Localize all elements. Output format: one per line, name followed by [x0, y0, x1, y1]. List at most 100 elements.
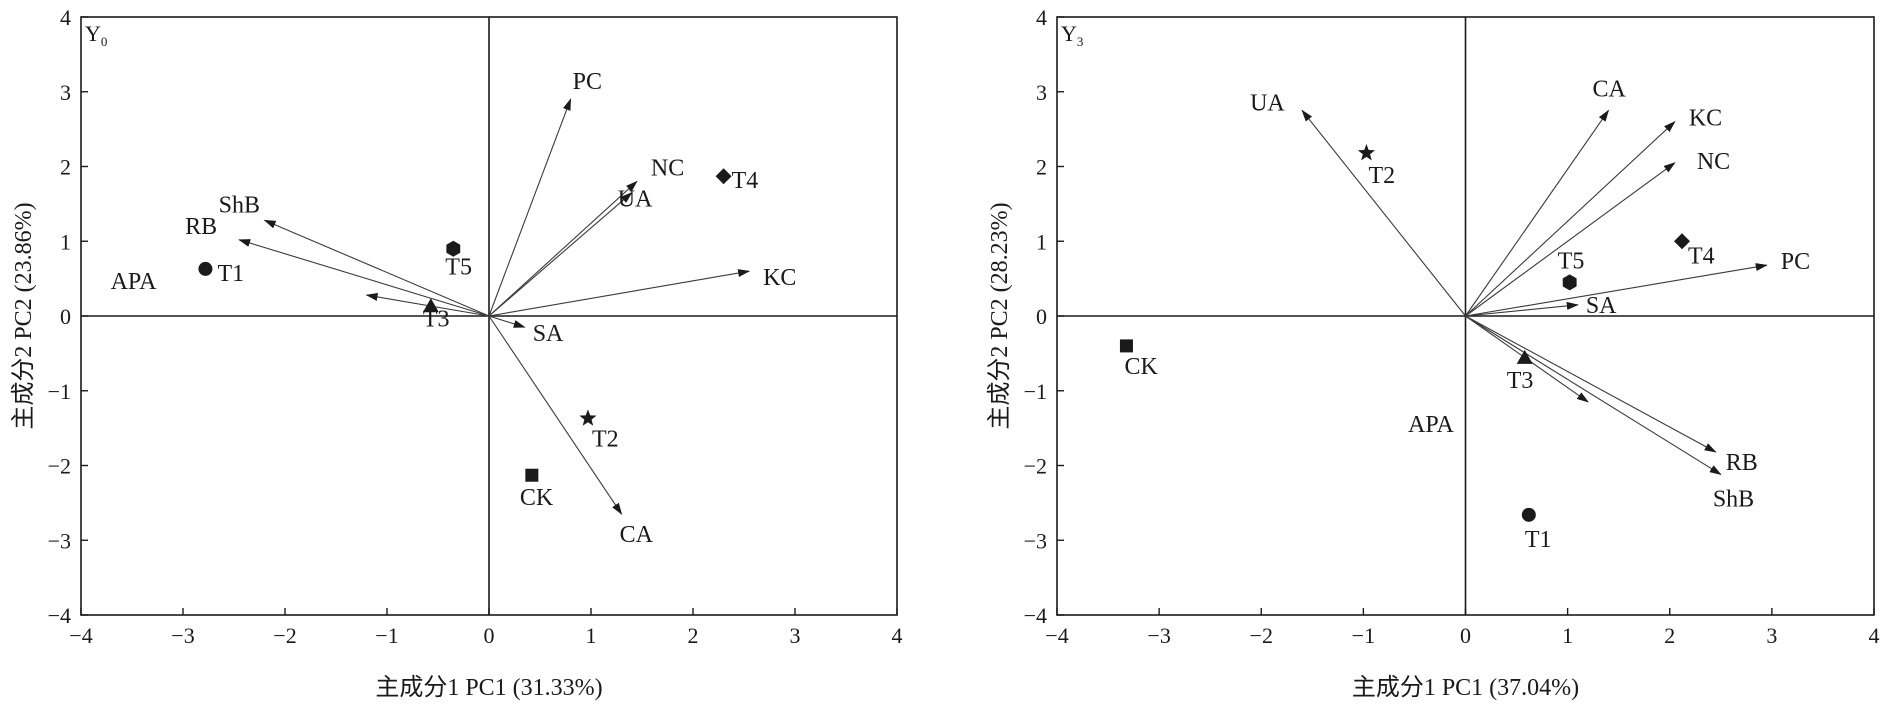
y-tick-label: 2 [60, 155, 71, 180]
vector-shb [263, 219, 490, 317]
point-t2-star [579, 409, 597, 426]
y-tick-label: −2 [1024, 454, 1047, 479]
x-tick-label: 3 [1766, 623, 1777, 648]
panel-tag-letter: Y [85, 21, 101, 46]
x-tick-label: 1 [1562, 623, 1573, 648]
x-tick-label: −4 [69, 623, 92, 648]
vector-label-shb: ShB [219, 192, 260, 218]
vector-rb [1465, 315, 1717, 453]
vector-label-pc: PC [1781, 249, 1810, 275]
point-label-ck: CK [520, 485, 554, 511]
vector-label-kc: KC [763, 265, 796, 291]
y-tick-label: 3 [60, 80, 71, 105]
point-t2-star [1357, 144, 1375, 161]
biplot-panel-1: −4 −3 −2 −1 0 1 2 3 4 −4 −3 −2 −1 0 1 2 3 4 主成分1 PC1 (31.3… [10, 5, 903, 701]
vector-label-ua: UA [618, 187, 653, 213]
point-label-t1: T1 [1525, 527, 1552, 553]
biplot-panel-2: −4 −3 −2 −1 0 1 2 3 4 −4 −3 −2 −1 0 1 2 3 4 主成分1 PC1 (37.0… [986, 5, 1880, 701]
panel-tag-letter: Y [1061, 21, 1077, 46]
vector-ua [1301, 109, 1466, 317]
point-t4-diamond [1674, 233, 1691, 250]
point-label-t1: T1 [217, 261, 244, 287]
y-tick-label: 0 [60, 304, 71, 329]
x-tick-label: 0 [484, 623, 495, 648]
x-tick-label: −2 [1250, 623, 1273, 648]
panel-tag: Y0 [85, 21, 107, 49]
vector-sa [1465, 301, 1579, 317]
vector-nc [1465, 162, 1676, 317]
y-tick-label: 4 [1036, 5, 1047, 30]
point-t1-circle [1521, 507, 1536, 522]
y-tick-label: 1 [60, 229, 71, 254]
point-label-ck: CK [1124, 354, 1158, 380]
vector-ca [1465, 109, 1610, 317]
point-label-t3: T3 [423, 306, 450, 332]
x-tick-label: −4 [1045, 623, 1068, 648]
x-tick-label: −2 [273, 623, 296, 648]
x-tick-label: 2 [1664, 623, 1675, 648]
y-tick-label: 3 [1036, 80, 1047, 105]
vector-pc [1465, 263, 1768, 317]
vector-kc [488, 269, 751, 317]
vector-label-nc: NC [1697, 149, 1730, 175]
x-tick-label: 4 [1869, 623, 1880, 648]
x-tick-label: −1 [1352, 623, 1375, 648]
vector-label-apa: APA [1408, 412, 1454, 438]
x-tick-label: 1 [586, 623, 597, 648]
x-tick-label: 2 [688, 623, 699, 648]
panel-tag-subscript: 0 [101, 34, 108, 49]
panel-tag: Y3 [1061, 21, 1083, 49]
x-tick-label: −1 [375, 623, 398, 648]
vector-label-pc: PC [573, 69, 602, 95]
vector-label-shb: ShB [1713, 486, 1754, 512]
y-tick-label: −4 [48, 603, 71, 628]
vector-rb [238, 239, 490, 317]
x-axis-label: 主成分1 PC1 (31.33%) [375, 674, 602, 701]
point-t5-hexagon [1562, 274, 1577, 291]
vector-shb [1465, 315, 1722, 475]
y-tick-label: 2 [1036, 155, 1047, 180]
x-tick-label: −3 [1147, 623, 1170, 648]
vector-label-nc: NC [651, 155, 684, 181]
vector-label-rb: RB [185, 214, 217, 240]
vector-nc [488, 180, 638, 317]
point-t5-hexagon [446, 240, 461, 257]
point-label-t4: T4 [1688, 243, 1715, 269]
point-ck-square [525, 468, 539, 482]
vector-label-kc: KC [1689, 106, 1722, 132]
point-t1-circle [198, 261, 213, 276]
y-tick-label: −3 [48, 528, 71, 553]
y-tick-label: −1 [1024, 379, 1047, 404]
vector-label-rb: RB [1726, 450, 1758, 476]
point-label-t5: T5 [445, 255, 472, 281]
panel-tag-subscript: 3 [1077, 34, 1084, 49]
vector-pc [488, 98, 572, 317]
vector-kc [1465, 120, 1676, 317]
vector-label-apa: APA [111, 269, 157, 295]
point-t3-triangle [422, 298, 439, 313]
vector-ua [488, 192, 633, 317]
vector-label-ua: UA [1250, 90, 1285, 116]
point-label-t4: T4 [732, 168, 759, 194]
vector-sa [488, 315, 526, 328]
point-ck-square [1119, 339, 1133, 353]
x-tick-label: −3 [171, 623, 194, 648]
y-tick-label: −3 [1024, 528, 1047, 553]
vector-label-sa: SA [533, 321, 564, 347]
y-tick-label: −1 [48, 379, 71, 404]
point-t4-diamond [715, 168, 732, 185]
x-tick-label: 4 [892, 623, 903, 648]
vector-label-sa: SA [1586, 293, 1617, 319]
y-tick-label: −4 [1024, 603, 1047, 628]
point-label-t3: T3 [1507, 368, 1534, 394]
x-tick-label: 3 [790, 623, 801, 648]
point-label-t5: T5 [1558, 248, 1585, 274]
point-label-t2: T2 [1368, 163, 1395, 189]
y-axis-label: 主成分2 PC2 (28.23%) [986, 202, 1013, 429]
point-label-t2: T2 [592, 426, 619, 452]
point-t3-triangle [1516, 349, 1533, 364]
vector-label-ca: CA [1592, 76, 1626, 102]
y-tick-label: 1 [1036, 229, 1047, 254]
vector-ca [488, 315, 623, 515]
